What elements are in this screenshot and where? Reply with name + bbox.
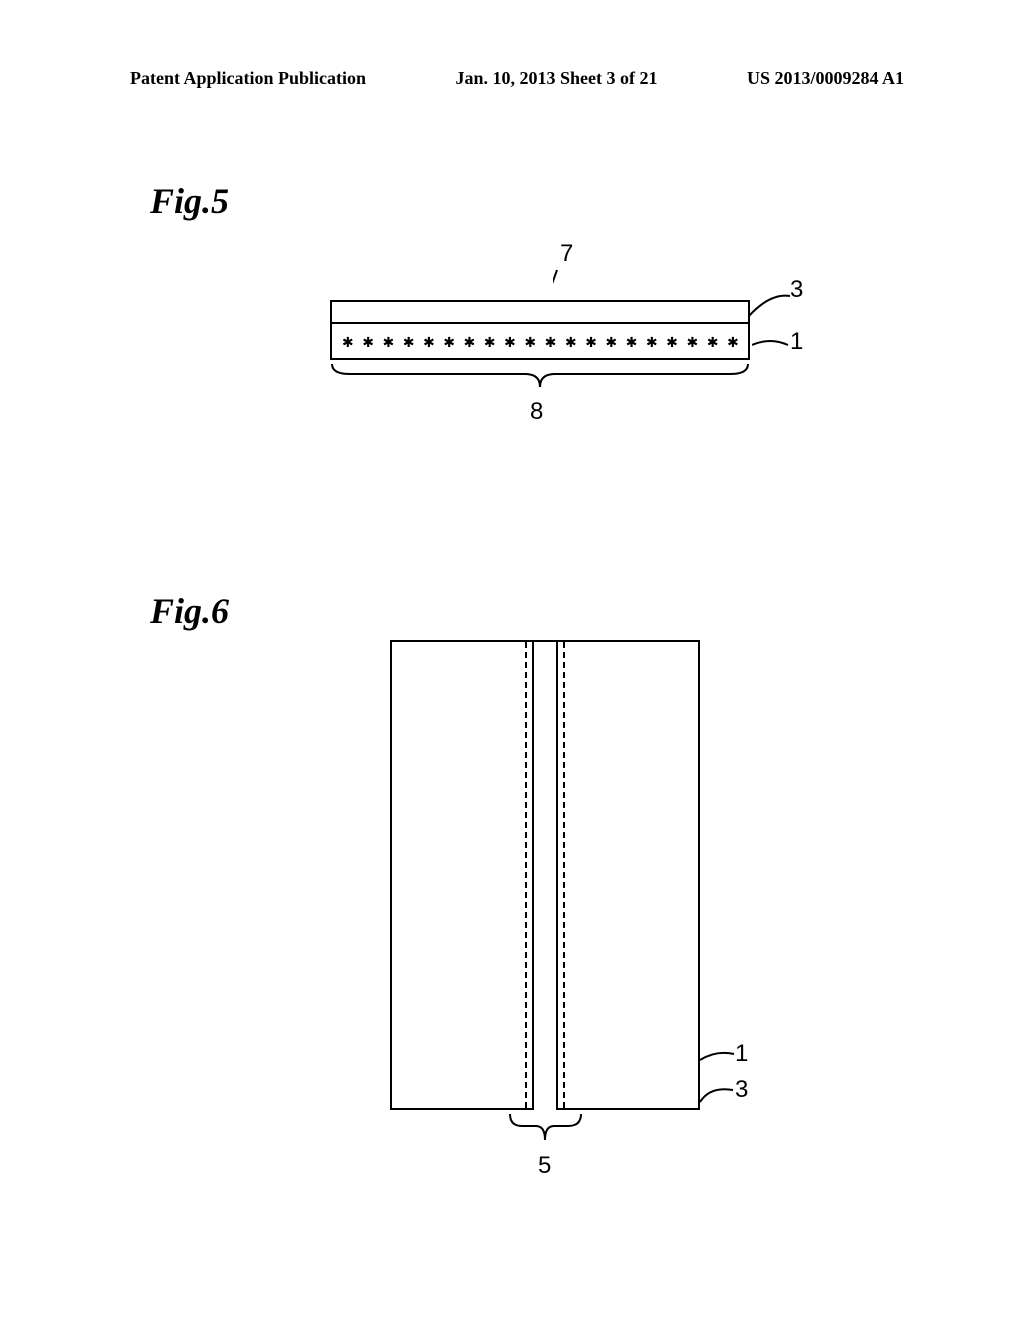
asterisk-icon: ✱ <box>342 331 352 352</box>
fig6-brace-5-icon <box>508 1112 583 1147</box>
fig6-slot-opening <box>534 1107 556 1111</box>
figure-5: 7 3 ✱✱✱✱✱✱✱✱✱✱✱✱✱✱✱✱✱✱✱✱ 1 8 <box>280 240 840 480</box>
asterisk-icon: ✱ <box>403 331 413 352</box>
asterisk-icon: ✱ <box>464 331 474 352</box>
asterisk-icon: ✱ <box>444 331 454 352</box>
annotation-7: 7 <box>560 240 573 268</box>
fig6-slot-solid-right <box>556 642 558 1108</box>
asterisk-icon: ✱ <box>423 331 433 352</box>
asterisk-icon: ✱ <box>727 331 737 352</box>
fig6-outer-rect <box>390 640 700 1110</box>
asterisk-icon: ✱ <box>707 331 717 352</box>
asterisk-icon: ✱ <box>687 331 697 352</box>
asterisk-icon: ✱ <box>586 331 596 352</box>
asterisk-icon: ✱ <box>505 331 515 352</box>
figure-5-label: Fig.5 <box>150 180 229 222</box>
asterisk-icon: ✱ <box>667 331 677 352</box>
brace-8-icon <box>330 362 750 392</box>
figure-6: 1 3 5 <box>340 640 780 1200</box>
leader-1-icon <box>752 335 792 355</box>
leader-3-icon <box>745 288 795 328</box>
header-right: US 2013/0009284 A1 <box>747 68 904 89</box>
asterisk-icon: ✱ <box>606 331 616 352</box>
page-header: Patent Application Publication Jan. 10, … <box>0 68 1024 89</box>
fig6-annotation-5: 5 <box>538 1152 551 1180</box>
header-center: Jan. 10, 2013 Sheet 3 of 21 <box>456 68 658 89</box>
asterisk-icon: ✱ <box>484 331 494 352</box>
fig6-slot-dashed-right <box>563 642 565 1108</box>
fig5-layer-1: ✱ ✱ ✱ ✱ ✱ ✱ ✱ ✱ ✱ ✱ ✱ ✱ ✱ ✱ ✱ ✱ ✱ ✱ ✱ ✱ <box>330 324 750 360</box>
figure-6-label: Fig.6 <box>150 590 229 632</box>
fig5-layer-3 <box>330 300 750 324</box>
asterisk-icon: ✱ <box>545 331 555 352</box>
fig6-leader-3-icon <box>698 1082 738 1107</box>
header-left: Patent Application Publication <box>130 68 366 89</box>
fig6-slot-dashed-left <box>525 642 527 1108</box>
asterisk-icon: ✱ <box>646 331 656 352</box>
asterisk-icon: ✱ <box>626 331 636 352</box>
asterisk-icon: ✱ <box>525 331 535 352</box>
fig6-leader-1-icon <box>698 1048 738 1068</box>
asterisk-icon: ✱ <box>363 331 373 352</box>
asterisk-icon: ✱ <box>383 331 393 352</box>
annotation-1: 1 <box>790 328 803 356</box>
fig6-slot-solid-left <box>532 642 534 1108</box>
asterisk-icon: ✱ <box>565 331 575 352</box>
annotation-8: 8 <box>530 398 543 426</box>
